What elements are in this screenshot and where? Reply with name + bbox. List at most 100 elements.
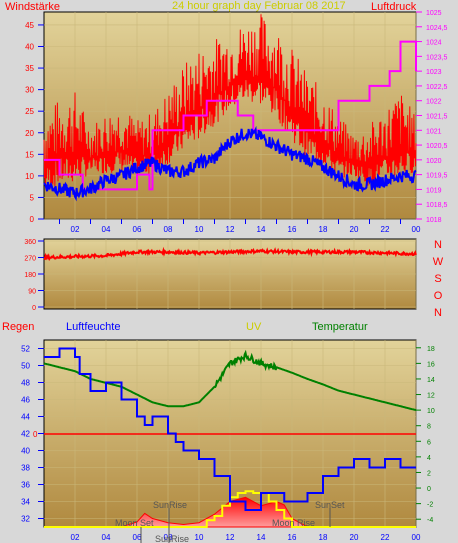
- humidity-tick-label: 48: [21, 379, 30, 388]
- direction-letter: O: [434, 290, 443, 302]
- wind-x-tick-label: 04: [102, 225, 111, 234]
- wind-tick-label: 15: [25, 150, 34, 159]
- temperature-tick-label: 8: [427, 424, 431, 431]
- temperature-tick-label: -2: [427, 502, 433, 509]
- humidity-left-ticks: 32 34 36 38 40 42 44 46 48 50 52: [21, 345, 44, 524]
- humidity-title: Luftfeuchte: [66, 321, 120, 333]
- climate-x-tick-label: 18: [319, 533, 328, 542]
- humidity-tick-label: 40: [21, 447, 30, 456]
- humidity-tick-label: 50: [21, 362, 30, 371]
- climate-x-tick-label: 02: [71, 533, 80, 542]
- pressure-tick-label: 1024,5: [426, 25, 448, 32]
- climate-x-tick-label: 16: [288, 533, 297, 542]
- pressure-tick-label: 1019,5: [426, 173, 448, 180]
- pressure-tick-label: 1021,5: [426, 114, 448, 121]
- humidity-series-line: [44, 347, 416, 511]
- wind-x-tick-label: 06: [133, 225, 142, 234]
- temperature-tick-label: 18: [427, 346, 435, 353]
- uv-series-line: [44, 490, 416, 528]
- direction-letter: W: [433, 256, 444, 268]
- pressure-tick-label: 1018: [426, 217, 442, 224]
- direction-letter: S: [434, 273, 441, 285]
- wind-tick-label: 5: [30, 193, 35, 202]
- pressure-tick-label: 1024: [426, 40, 442, 47]
- moonset-label: Moon Set: [115, 518, 154, 528]
- sunrise-label: SunRise: [153, 500, 187, 510]
- wind-x-tick-label: 22: [381, 225, 390, 234]
- direction-left-ticks: 0 90 180 270 360: [24, 239, 44, 312]
- direction-letter: N: [434, 307, 442, 319]
- wind-left-ticks: 0 5 10 15 20 25 30 35 40 45: [25, 21, 44, 224]
- wind-series-line: [43, 125, 417, 202]
- climate-x-tick-label: 10: [195, 533, 204, 542]
- climate-x-tick-label: 14: [257, 533, 266, 542]
- wind-x-ticks: 02 04 06 08 10 12 14 16 18 20 22 00: [59, 219, 421, 234]
- climate-x-tick-label: 20: [350, 533, 359, 542]
- wind-tick-label: 40: [25, 43, 34, 52]
- wind-tick-label: 25: [25, 107, 34, 116]
- temperature-right-ticks: -4 -2 0 2 4 6 8 10 12 14 16 18: [416, 346, 435, 524]
- direction-tick-label: 90: [28, 289, 36, 296]
- temperature-tick-label: 14: [427, 377, 435, 384]
- temperature-tick-label: 4: [427, 455, 431, 462]
- wind-x-tick-label: 08: [164, 225, 173, 234]
- climate-x-tick-label: 08: [164, 533, 173, 542]
- direction-grid: [44, 239, 417, 309]
- wind-tick-label: 35: [25, 64, 34, 73]
- pressure-series-line: [44, 40, 417, 191]
- pressure-tick-label: 1019: [426, 187, 442, 194]
- pressure-tick-label: 1022,5: [426, 84, 448, 91]
- pressure-tick-label: 1021: [426, 128, 442, 135]
- wind-x-tick-label: 10: [195, 225, 204, 234]
- climate-x-ticks: 02 04 06 08 10 12 14 16 18 20 22 00: [71, 533, 421, 542]
- temperature-tick-label: 2: [427, 470, 431, 477]
- direction-tick-label: 270: [24, 256, 36, 263]
- direction-series-line: [43, 246, 417, 262]
- pressure-tick-label: 1022: [426, 99, 442, 106]
- wind-tick-label: 45: [25, 21, 34, 30]
- pressure-tick-label: 1023: [426, 69, 442, 76]
- wind-x-tick-label: 12: [226, 225, 235, 234]
- rain-title: Regen: [2, 321, 34, 333]
- wind-tick-label: 0: [30, 215, 35, 224]
- pressure-right-ticks: 1018 1018,5 1019 1019,5 1020 1020,5 1021 1021,5…: [416, 10, 448, 224]
- humidity-tick-label: 52: [21, 345, 30, 354]
- wind-axis-title: Windstärke: [5, 1, 60, 13]
- wind-x-tick-label: 02: [71, 225, 80, 234]
- temperature-tick-label: 16: [427, 361, 435, 368]
- direction-tick-label: 180: [24, 272, 36, 279]
- pressure-tick-label: 1020,5: [426, 143, 448, 150]
- wind-tick-label: 10: [25, 172, 34, 181]
- wind-tick-label: 20: [25, 129, 34, 138]
- sunrise-footer-label: SunRise: [155, 534, 189, 543]
- direction-tick-label: 0: [32, 305, 36, 312]
- uv-title: UV: [246, 321, 262, 333]
- humidity-tick-label: 36: [21, 481, 30, 490]
- zero-label: 0: [33, 430, 38, 439]
- sunset-label: SunSet: [315, 500, 345, 510]
- humidity-tick-label: 46: [21, 396, 30, 405]
- direction-letter: N: [434, 239, 442, 251]
- wind-x-tick-label: 16: [288, 225, 297, 234]
- temperature-tick-label: -4: [427, 517, 433, 524]
- chart-title: 24 hour graph day Februar 08 2017: [172, 0, 346, 12]
- pressure-tick-label: 1025: [426, 10, 442, 17]
- pressure-axis-title: Luftdruck: [371, 1, 417, 13]
- wind-x-tick-label: 20: [350, 225, 359, 234]
- climate-x-tick-label: 22: [381, 533, 390, 542]
- temperature-tick-label: 10: [427, 408, 435, 415]
- pressure-tick-label: 1020: [426, 158, 442, 165]
- wind-tick-label: 30: [25, 86, 34, 95]
- wind-x-tick-label: 18: [319, 225, 328, 234]
- temperature-tick-label: 6: [427, 439, 431, 446]
- humidity-tick-label: 38: [21, 464, 30, 473]
- wind-x-tick-label: 00: [412, 225, 421, 234]
- direction-tick-label: 360: [24, 239, 36, 246]
- humidity-tick-label: 32: [21, 515, 30, 524]
- gust-series-line: [43, 14, 417, 188]
